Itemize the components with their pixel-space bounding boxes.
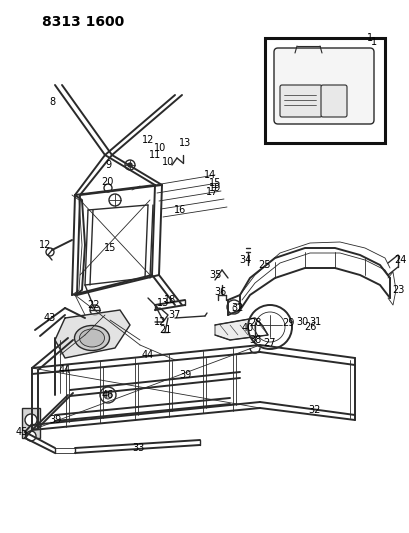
Text: 23: 23: [391, 285, 403, 295]
Text: 15: 15: [208, 178, 220, 188]
Text: 10: 10: [162, 157, 174, 167]
FancyBboxPatch shape: [22, 408, 40, 438]
Text: 12: 12: [39, 240, 51, 250]
Text: 36: 36: [213, 287, 226, 297]
Circle shape: [125, 160, 135, 170]
FancyBboxPatch shape: [320, 85, 346, 117]
Text: 35: 35: [209, 270, 222, 280]
Text: 45: 45: [16, 427, 28, 437]
Text: 19: 19: [208, 183, 220, 193]
Text: 31: 31: [308, 317, 320, 327]
Text: 28: 28: [248, 318, 261, 328]
Text: 16: 16: [173, 205, 186, 215]
Circle shape: [25, 414, 37, 426]
Circle shape: [104, 391, 112, 399]
Circle shape: [26, 431, 36, 441]
Circle shape: [46, 248, 54, 256]
FancyBboxPatch shape: [264, 38, 384, 143]
Text: 13: 13: [157, 298, 169, 308]
Text: 44: 44: [142, 350, 154, 360]
Text: 27: 27: [263, 338, 276, 348]
Text: 30: 30: [295, 317, 308, 327]
Text: 38: 38: [248, 335, 261, 345]
Text: 10: 10: [153, 143, 166, 153]
Text: 43: 43: [44, 313, 56, 323]
Text: 18: 18: [164, 295, 176, 305]
Circle shape: [128, 163, 132, 167]
Circle shape: [90, 305, 100, 315]
Text: 9: 9: [105, 160, 111, 170]
Text: 22: 22: [88, 300, 100, 310]
Text: 25: 25: [258, 260, 271, 270]
Text: 1: 1: [370, 37, 376, 47]
Text: 34: 34: [238, 255, 250, 265]
Circle shape: [100, 387, 116, 403]
Circle shape: [232, 304, 240, 312]
Text: 40: 40: [241, 323, 254, 333]
Text: 20: 20: [101, 177, 113, 187]
Polygon shape: [55, 310, 130, 358]
Text: 46: 46: [101, 390, 114, 400]
Text: 15: 15: [103, 243, 116, 253]
Text: 39: 39: [178, 370, 191, 380]
Circle shape: [227, 300, 240, 314]
Text: 8: 8: [49, 97, 55, 107]
Text: 32: 32: [231, 303, 244, 313]
FancyBboxPatch shape: [279, 85, 321, 117]
Ellipse shape: [79, 329, 104, 347]
Text: 24: 24: [393, 255, 405, 265]
Text: 17: 17: [205, 187, 218, 197]
Circle shape: [247, 305, 291, 349]
Text: 14: 14: [203, 170, 216, 180]
FancyBboxPatch shape: [273, 48, 373, 124]
Circle shape: [254, 312, 284, 342]
Text: 32: 32: [308, 405, 320, 415]
Text: 1: 1: [366, 33, 372, 43]
Circle shape: [104, 184, 112, 192]
Text: 13: 13: [178, 138, 191, 148]
Ellipse shape: [74, 326, 109, 351]
Text: 29: 29: [281, 318, 294, 328]
Text: 37: 37: [169, 310, 181, 320]
Text: 26: 26: [303, 322, 315, 332]
Text: 11: 11: [148, 150, 161, 160]
Text: 8313 1600: 8313 1600: [42, 15, 124, 29]
Text: 12: 12: [142, 135, 154, 145]
Polygon shape: [214, 318, 267, 340]
Circle shape: [109, 194, 121, 206]
Text: 44: 44: [59, 365, 71, 375]
Text: 33: 33: [132, 443, 144, 453]
Text: 39: 39: [49, 415, 61, 425]
Text: 21: 21: [158, 325, 171, 335]
Text: 12: 12: [153, 317, 166, 327]
